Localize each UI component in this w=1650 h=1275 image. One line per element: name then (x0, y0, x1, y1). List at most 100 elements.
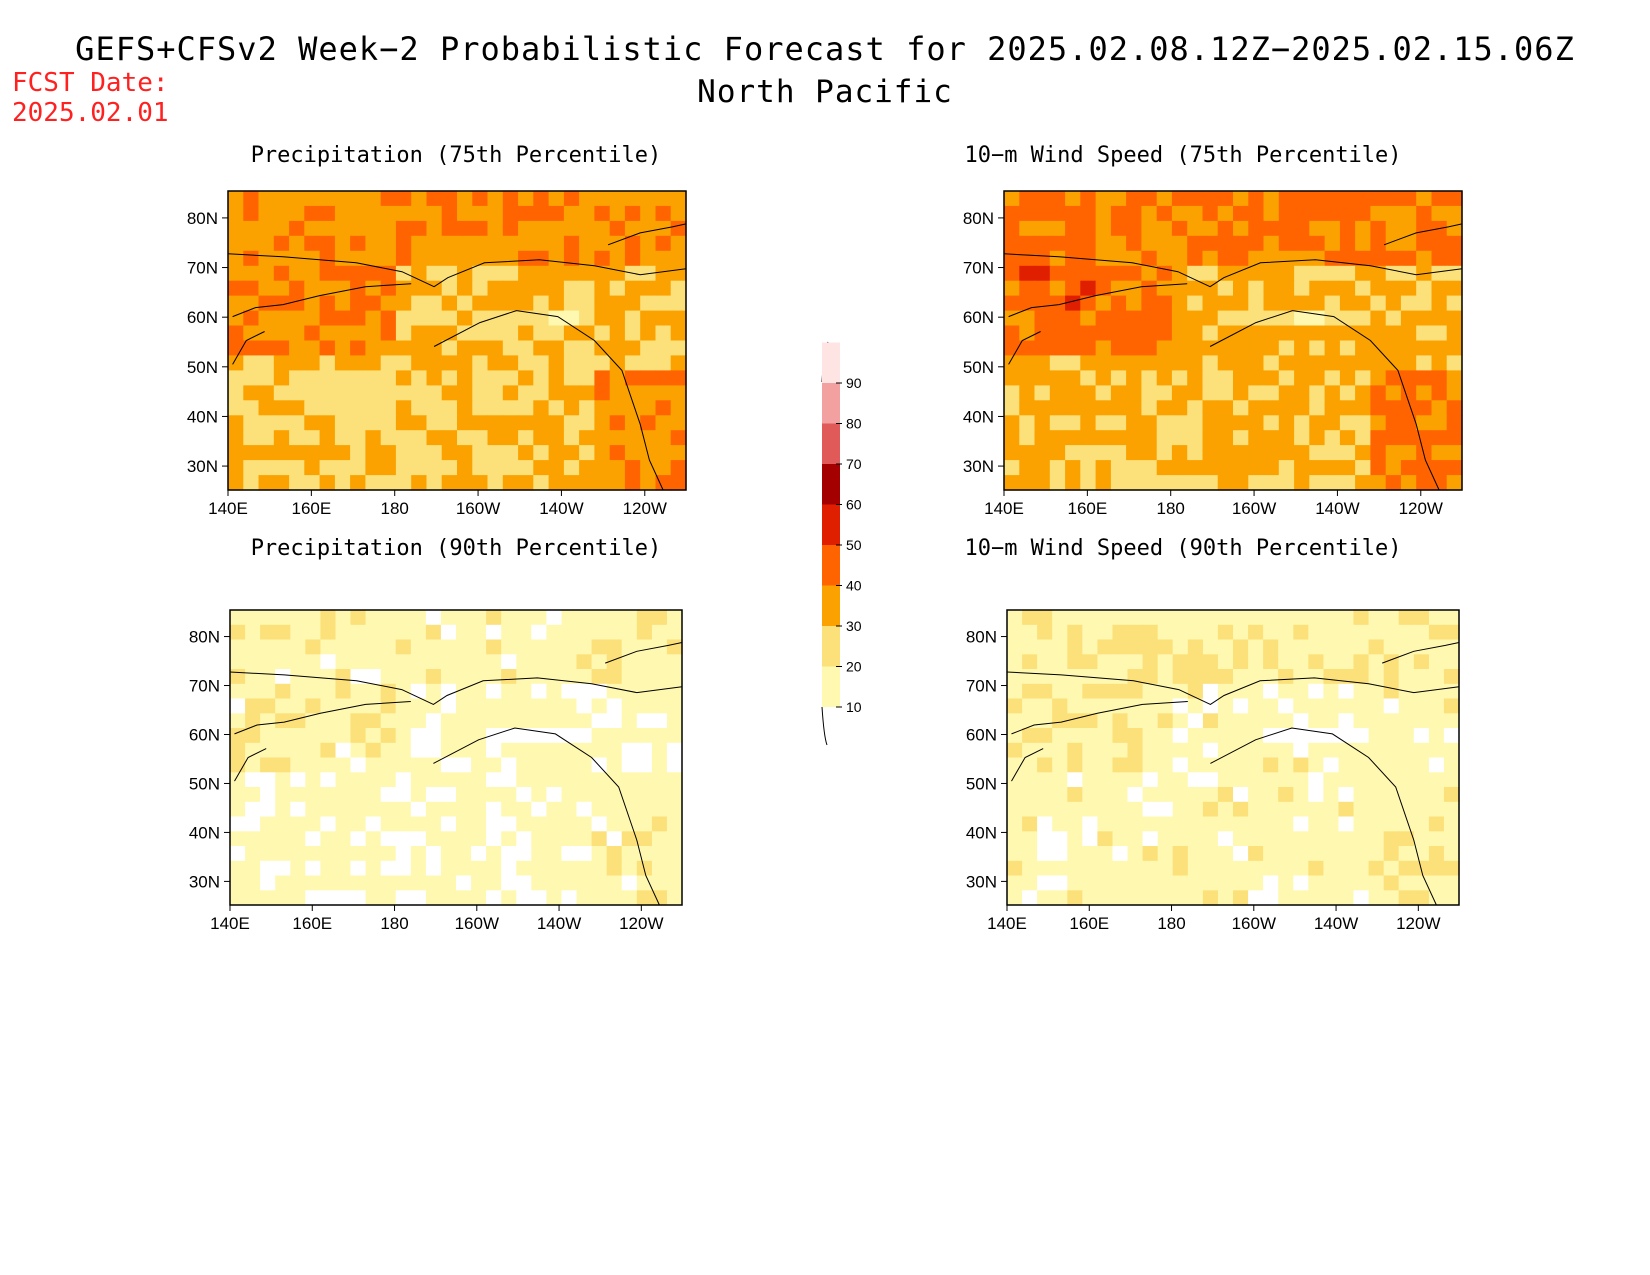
map-cell (1398, 831, 1415, 847)
map-cell (1127, 772, 1144, 788)
map-cell (350, 713, 367, 729)
map-cell (1022, 639, 1038, 655)
map-cell (591, 831, 608, 847)
map-cell (1446, 220, 1463, 237)
map-cell (1324, 295, 1341, 312)
map-cell (260, 654, 276, 670)
map-cell (1324, 325, 1341, 341)
map-cell (289, 235, 305, 252)
map-cell (502, 250, 519, 267)
map-cell (1067, 610, 1083, 626)
map-cell (1293, 624, 1309, 641)
map-cell (1383, 624, 1400, 641)
map-cell (609, 385, 626, 401)
map-cell (1443, 846, 1460, 862)
map-cell (440, 713, 457, 729)
map-cell (1067, 654, 1083, 670)
map-cell (243, 265, 260, 282)
map-cell (1431, 310, 1448, 327)
map-cell (335, 890, 352, 906)
map-cell (1019, 430, 1036, 446)
colorbar-swatch (822, 383, 840, 424)
map-cell (1127, 831, 1144, 847)
map-cell (411, 250, 428, 267)
map-cell (245, 624, 261, 641)
map-cell (561, 757, 578, 773)
map-cell (655, 415, 672, 431)
map-cell (245, 846, 261, 862)
coastline (234, 701, 411, 735)
map-cell (1338, 772, 1355, 788)
lat-tick-label: 80N (963, 209, 994, 228)
colorbar-label: 60 (846, 497, 862, 513)
map-cell (380, 890, 397, 906)
map-cell (516, 890, 532, 906)
map-cell (1112, 757, 1129, 773)
map-cell (1339, 191, 1356, 207)
map-cell (289, 460, 305, 476)
map-cell (245, 728, 261, 744)
map-cell (1355, 385, 1371, 401)
map-cell (275, 610, 291, 626)
map-cell (395, 639, 412, 655)
map-cell (335, 728, 352, 744)
map-cell (1338, 654, 1355, 670)
map-cell (1171, 265, 1188, 282)
map-cell (1172, 846, 1189, 862)
map-cell (1141, 445, 1158, 461)
map-cell (1049, 475, 1066, 491)
map-cell (1097, 728, 1114, 744)
map-cell (258, 295, 275, 312)
map-cell (1034, 265, 1051, 282)
map-cell (350, 610, 367, 626)
map-cell (563, 325, 580, 341)
map-cell (1233, 250, 1249, 267)
map-cell (501, 875, 517, 891)
map-cell (1293, 772, 1309, 788)
map-cell (1278, 698, 1294, 714)
map-cell (350, 787, 367, 803)
map-cell (1416, 310, 1433, 327)
map-cell (1097, 757, 1114, 773)
map-cell (1308, 669, 1324, 685)
map-cell (1263, 325, 1280, 341)
map-cell (666, 728, 683, 744)
map-cell (516, 669, 532, 685)
map-cell (380, 860, 397, 877)
map-cell (380, 400, 397, 416)
map-cell (350, 624, 367, 641)
map-cell (531, 860, 547, 877)
map-cell (1383, 875, 1400, 891)
map-cell (319, 415, 336, 431)
map-cell (651, 875, 668, 891)
map-cell (670, 415, 687, 431)
map-cell (1353, 772, 1370, 788)
map-cell (670, 370, 687, 386)
map-cell (1095, 191, 1112, 207)
map-cell (395, 250, 412, 267)
map-cell (365, 742, 382, 759)
map-cell (518, 460, 534, 476)
map-cell (1309, 475, 1326, 491)
map-cell (1019, 340, 1036, 356)
map-cell (1263, 430, 1280, 446)
map-cell (1293, 875, 1309, 891)
map-cell (1187, 654, 1204, 670)
map-cell (501, 742, 517, 759)
map-cell (486, 875, 502, 891)
map-cell (1037, 728, 1053, 744)
map-cell (365, 713, 382, 729)
map-cell (1217, 191, 1234, 207)
map-cell (546, 654, 563, 670)
map-cell (305, 757, 321, 773)
map-cell (1368, 772, 1385, 788)
map-cell (546, 816, 563, 832)
map-cell (1156, 460, 1173, 476)
map-cell (380, 295, 397, 312)
map-cell (1428, 654, 1445, 670)
map-cell (546, 846, 563, 862)
map-cell (1126, 430, 1142, 446)
map-cell (1112, 860, 1129, 877)
map-cell (1095, 385, 1112, 401)
